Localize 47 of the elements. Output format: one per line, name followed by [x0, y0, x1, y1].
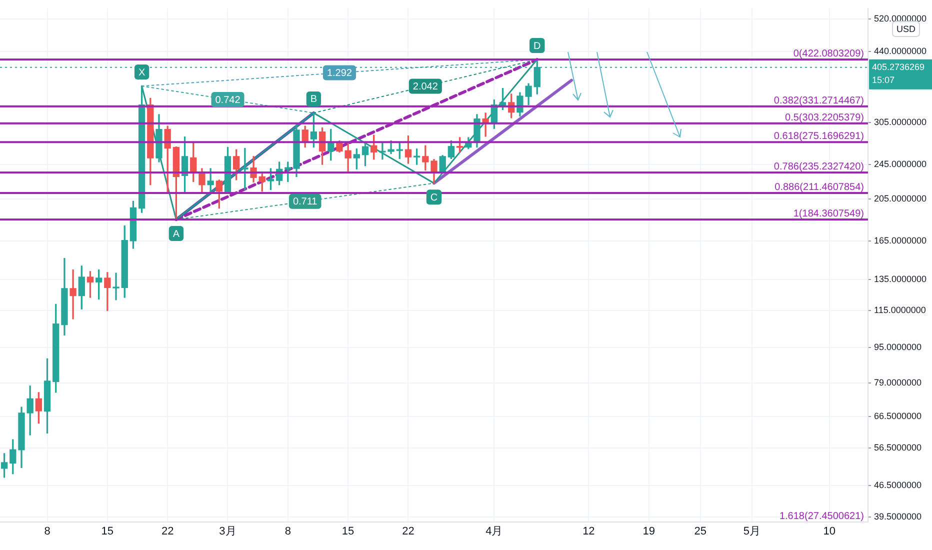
data-label: X: [138, 67, 146, 78]
ref-line-label: 405.2736269 15:07: [872, 62, 925, 85]
y-tick-label: 520.0000000: [874, 14, 927, 24]
series-label: 1.292: [326, 68, 352, 80]
x-tick-label: 12: [582, 526, 595, 538]
candlestick: [112, 272, 120, 300]
y-tick-label: 79.0000000: [874, 378, 922, 388]
y-tick-label: 305.0000000: [874, 116, 927, 127]
data-label: D: [534, 40, 541, 52]
x-tick-label: 3月: [219, 526, 236, 538]
x-tick-label: 4月: [486, 526, 503, 538]
y-tick-label: 39.5000000: [874, 512, 922, 522]
annotation: 1.618(27.4500621): [779, 511, 864, 522]
y-axis-title: USD: [896, 24, 916, 34]
ref-line-label: 1(184.3607549): [793, 208, 864, 220]
y-tick-label: 165.0000000: [874, 235, 927, 246]
x-tick-label: 25: [694, 526, 707, 538]
x-tick-label: 10: [823, 526, 836, 538]
data-label: B: [310, 94, 318, 106]
ref-line-label: 0.5(303.2205379): [785, 112, 864, 124]
ref-line-label: 0.618(275.1696291): [774, 131, 864, 142]
x-tick-label: 22: [402, 526, 414, 538]
ref-line-label: 0.786(235.2327420): [774, 161, 864, 172]
x-tick-label: 15: [342, 526, 354, 538]
ref-line-label: 0.886(211.4607854): [774, 182, 864, 194]
ref-line-label: 0(422.0803209): [793, 48, 864, 60]
y-tick-label: 46.5000000: [874, 480, 922, 490]
series-label: 0.711: [292, 196, 318, 208]
y-tick-label: 245.0000000: [874, 159, 927, 170]
x-tick-label: 8: [44, 526, 50, 538]
y-tick-label: 66.5000000: [874, 410, 922, 421]
ref-line-label: 0.382(331.2714467): [774, 95, 864, 106]
x-tick-label: 19: [642, 526, 655, 538]
data-label: C: [430, 192, 438, 204]
x-tick-label: 15: [101, 526, 114, 538]
series-label: 2.042: [412, 81, 438, 92]
y-tick-label: 440.0000000: [874, 46, 927, 56]
y-tick-label: 205.0000000: [874, 193, 927, 204]
x-tick-label: 5月: [743, 526, 761, 538]
data-label: A: [172, 228, 180, 240]
series-label: 0.742: [215, 94, 241, 106]
y-tick-label: 115.0000000: [874, 305, 926, 316]
y-tick-label: 135.0000000: [874, 274, 927, 284]
y-tick-label: 56.5000000: [874, 442, 922, 452]
x-tick-label: 8: [284, 526, 291, 538]
x-tick-label: 22: [161, 526, 174, 538]
y-tick-label: 95.0000000: [874, 342, 922, 352]
